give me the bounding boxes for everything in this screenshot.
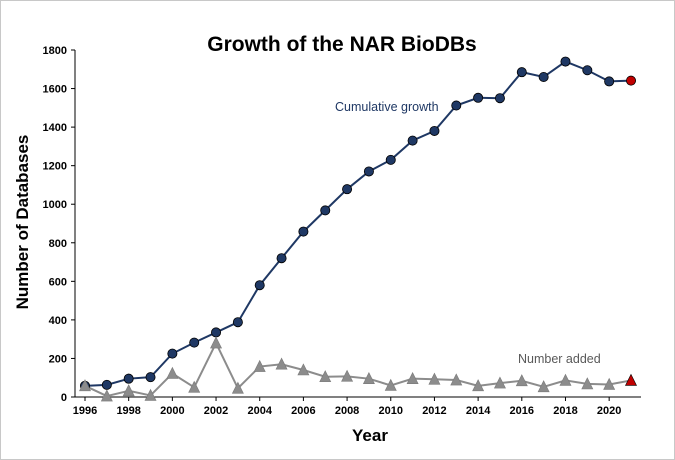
data-point-cumulative-growth	[451, 100, 462, 111]
x-tick-label: 2016	[510, 405, 534, 417]
y-tick-label: 1000	[43, 199, 67, 211]
data-point-cumulative-growth	[538, 71, 549, 82]
data-point-number-added	[581, 377, 594, 390]
x-tick-label: 1998	[116, 405, 140, 417]
data-point-number-added	[450, 373, 463, 386]
y-tick-label: 200	[49, 353, 67, 365]
y-axis-title: Number of Databases	[13, 135, 32, 310]
data-point-number-added	[537, 380, 550, 393]
series-markers	[79, 56, 637, 402]
data-point-cumulative-growth	[626, 75, 637, 86]
axis-ticks: 0 200 400 600 800 1000 1200 1400 1600 1800 1996 199…	[43, 45, 622, 417]
x-tick-label: 2002	[204, 405, 228, 417]
data-point-number-added	[231, 381, 244, 394]
x-tick-label: 2018	[553, 405, 577, 417]
chart-title: Growth of the NAR BioDBs	[207, 33, 476, 56]
data-point-number-added	[384, 378, 397, 391]
data-point-number-added	[428, 372, 441, 385]
data-point-number-added	[406, 372, 419, 384]
data-point-number-added	[188, 380, 201, 393]
x-tick-label: 2000	[160, 405, 184, 417]
x-tick-label: 2012	[422, 405, 446, 417]
data-point-number-added	[493, 376, 506, 389]
y-tick-label: 1600	[43, 84, 67, 96]
y-tick-label: 1800	[43, 45, 67, 57]
y-tick-label: 600	[49, 276, 67, 288]
x-tick-label: 2006	[291, 405, 315, 417]
y-tick-label: 1400	[43, 122, 67, 134]
x-tick-label: 1996	[73, 405, 97, 417]
data-point-number-added	[341, 369, 354, 382]
data-point-cumulative-growth	[276, 253, 287, 264]
data-point-cumulative-growth	[516, 67, 527, 78]
data-point-number-added	[144, 388, 157, 401]
data-point-number-added	[210, 336, 223, 349]
x-tick-label: 2008	[335, 405, 359, 417]
data-point-cumulative-growth	[254, 280, 265, 291]
y-tick-label: 1200	[43, 161, 67, 173]
data-point-cumulative-growth	[363, 166, 374, 177]
data-point-cumulative-growth	[123, 373, 134, 384]
y-tick-label: 800	[49, 238, 67, 250]
data-point-number-added	[472, 379, 485, 392]
data-point-number-added	[122, 384, 135, 397]
data-point-cumulative-growth	[232, 317, 243, 328]
y-tick-label: 0	[61, 392, 67, 404]
data-point-cumulative-growth	[473, 92, 484, 103]
data-point-number-added	[515, 374, 528, 387]
data-point-cumulative-growth	[189, 337, 200, 348]
data-point-number-added	[79, 379, 91, 392]
data-point-number-added	[100, 389, 113, 402]
data-point-number-added	[319, 370, 332, 383]
y-tick-label: 400	[49, 315, 67, 327]
data-point-number-added	[166, 366, 179, 379]
data-point-cumulative-growth	[167, 348, 178, 359]
data-point-cumulative-growth	[604, 76, 615, 87]
data-point-cumulative-growth	[494, 93, 505, 104]
data-point-cumulative-growth	[298, 226, 309, 237]
data-point-number-added	[297, 363, 310, 376]
data-point-cumulative-growth	[429, 125, 440, 136]
data-point-number-added	[559, 373, 572, 386]
data-point-cumulative-growth	[407, 135, 418, 146]
series-label-number-added: Number added	[518, 352, 601, 366]
x-axis-title: Year	[352, 426, 388, 445]
series-label-cumulative-growth: Cumulative growth	[335, 100, 439, 114]
data-point-number-added	[275, 357, 288, 370]
data-point-cumulative-growth	[320, 205, 331, 216]
data-point-number-added	[253, 359, 266, 372]
data-point-cumulative-growth	[560, 56, 571, 67]
data-point-number-added	[603, 377, 616, 390]
data-point-cumulative-growth	[145, 372, 156, 383]
series-line-number-added	[84, 340, 632, 398]
data-point-cumulative-growth	[101, 379, 112, 390]
data-point-number-added	[362, 372, 375, 384]
data-point-cumulative-growth	[582, 65, 593, 76]
x-tick-label: 2004	[247, 405, 272, 417]
data-point-cumulative-growth	[211, 327, 222, 338]
data-point-cumulative-growth	[385, 154, 396, 165]
data-point-cumulative-growth	[342, 184, 353, 195]
x-tick-label: 2014	[466, 405, 491, 417]
x-tick-label: 2020	[597, 405, 621, 417]
x-tick-label: 2010	[379, 405, 403, 417]
data-point-number-added	[625, 373, 637, 386]
